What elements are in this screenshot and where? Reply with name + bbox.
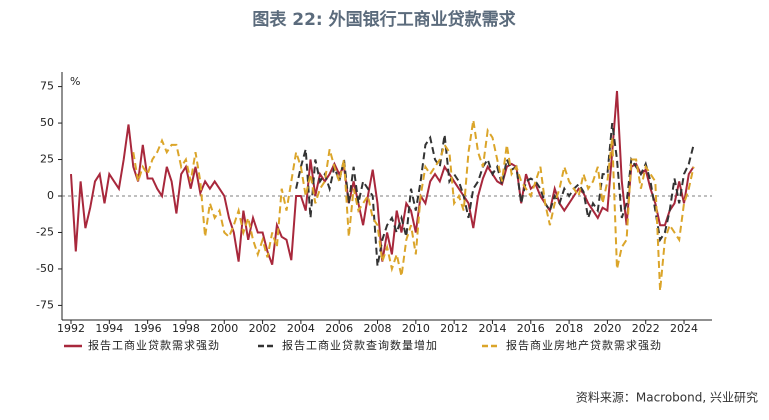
- x-tick-label: 2004: [287, 322, 315, 335]
- legend-label: 报告商业房地产贷款需求强劲: [506, 338, 662, 352]
- x-tick-label: 1996: [134, 322, 162, 335]
- x-tick-label: 2014: [478, 322, 506, 335]
- x-tick-label: 2010: [402, 322, 430, 335]
- x-tick-label: 2022: [632, 322, 660, 335]
- x-tick-label: 1998: [172, 322, 200, 335]
- y-tick-label: -50: [36, 262, 54, 275]
- y-tick-label: 0: [47, 189, 54, 202]
- x-tick-label: 1994: [95, 322, 123, 335]
- x-tick-label: 2002: [249, 322, 277, 335]
- x-tick-label: 2012: [440, 322, 468, 335]
- y-tick-label: -25: [36, 225, 54, 238]
- x-tick-label: 2018: [555, 322, 583, 335]
- y-tick-label: 25: [40, 153, 54, 166]
- legend-label: 报告工商业贷款需求强劲: [88, 338, 220, 352]
- x-tick-label: 2024: [670, 322, 698, 335]
- y-unit: %: [70, 75, 80, 88]
- x-tick-label: 1992: [57, 322, 85, 335]
- series-line: [70, 90, 695, 265]
- legend-label: 报告工商业贷款查询数量增加: [282, 338, 438, 352]
- x-tick-label: 2006: [325, 322, 353, 335]
- series-line: [295, 122, 695, 267]
- chart-title: 图表 22: 外国银行工商业贷款需求: [252, 9, 515, 30]
- series-line: [132, 119, 695, 291]
- x-tick-label: 2020: [593, 322, 621, 335]
- x-tick-label: 2000: [210, 322, 238, 335]
- x-tick-label: 2008: [364, 322, 392, 335]
- y-tick-label: 75: [40, 80, 54, 93]
- y-tick-label: -75: [36, 298, 54, 311]
- y-tick-label: 50: [40, 116, 54, 129]
- source: 资料来源：Macrobond, 兴业研究: [576, 390, 758, 405]
- x-tick-label: 2016: [517, 322, 545, 335]
